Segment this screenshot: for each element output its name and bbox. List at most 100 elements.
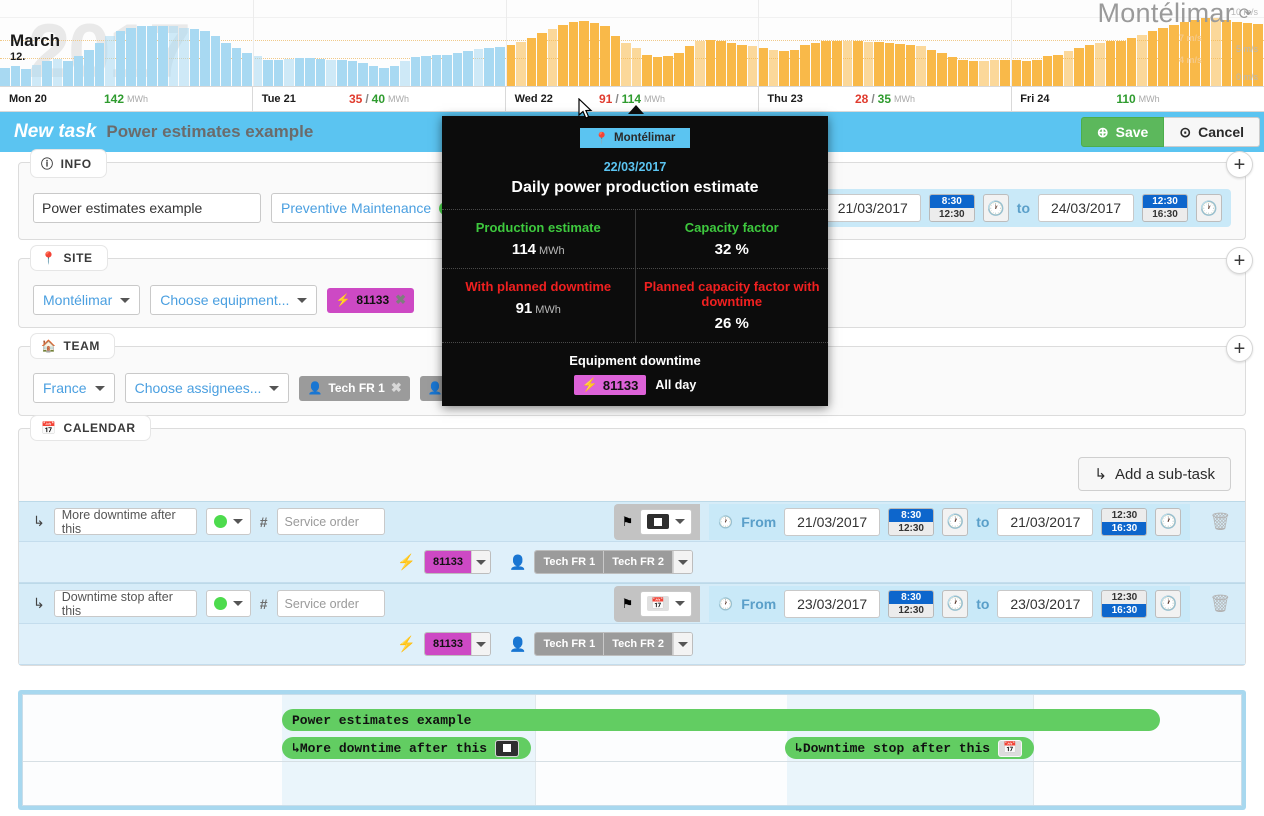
chart-bar[interactable]: [853, 41, 863, 86]
subtask-date-to[interactable]: 21/03/2017: [997, 507, 1094, 536]
chart-bar[interactable]: [1211, 18, 1221, 86]
chart-bar[interactable]: [52, 58, 63, 86]
chart-bar[interactable]: [926, 49, 937, 86]
subtask-time-to-top[interactable]: 12:30: [1102, 508, 1147, 522]
chart-bar[interactable]: [463, 51, 473, 86]
chart-bar[interactable]: [516, 42, 526, 86]
chart-bar[interactable]: [1074, 47, 1084, 86]
chart-bar[interactable]: [73, 56, 84, 86]
subtask-time-to-top[interactable]: 12:30: [1102, 590, 1147, 604]
chart-bar[interactable]: [821, 41, 831, 86]
subtask-time-from-bottom[interactable]: 12:30: [889, 521, 934, 535]
subtask-assignee-select[interactable]: Tech FR 1 Tech FR 2: [534, 550, 693, 574]
clock-icon-to[interactable]: 🕐: [1196, 194, 1222, 222]
chart-bar[interactable]: [1147, 31, 1158, 86]
subtask-time-from-top[interactable]: 8:30: [889, 508, 934, 522]
site-select[interactable]: Montélimar: [33, 285, 141, 315]
chart-bar[interactable]: [1053, 54, 1063, 86]
subtask-time-to-bottom[interactable]: 16:30: [1102, 603, 1147, 617]
task-name-input[interactable]: Power estimates example: [33, 193, 261, 223]
chart-bar[interactable]: [305, 57, 315, 86]
chart-bar[interactable]: [242, 52, 252, 86]
service-order-input[interactable]: Service order: [276, 508, 385, 535]
chart-bar[interactable]: [31, 64, 42, 86]
chart-bar[interactable]: [842, 40, 853, 86]
chart-bar[interactable]: [84, 49, 94, 86]
chart-bar[interactable]: [1200, 18, 1211, 86]
chart-bar[interactable]: [652, 57, 663, 86]
site-add-button[interactable]: +: [1226, 247, 1253, 274]
chart-bar[interactable]: [484, 47, 494, 86]
chart-bar[interactable]: [263, 59, 273, 86]
chart-bar[interactable]: [368, 66, 379, 86]
clock-icon-from[interactable]: 🕐: [982, 194, 1009, 222]
time-to-stepper[interactable]: 12:30 16:30: [1142, 194, 1188, 222]
delete-subtask-icon[interactable]: 🗑: [1209, 511, 1231, 531]
subtask-date-from[interactable]: 23/03/2017: [784, 589, 881, 618]
date-from-input[interactable]: 21/03/2017: [824, 194, 921, 222]
country-select[interactable]: France: [33, 373, 115, 403]
info-add-button[interactable]: +: [1226, 151, 1253, 178]
chart-bar[interactable]: [421, 56, 431, 86]
subtask-name-input[interactable]: Downtime stop after this: [53, 590, 197, 618]
chart-bar[interactable]: [589, 23, 600, 86]
chart-bar[interactable]: [747, 46, 758, 86]
chart-bar[interactable]: [221, 43, 231, 86]
subtask-equipment-select[interactable]: 81133: [424, 632, 492, 656]
subtask-color-select[interactable]: [205, 590, 251, 617]
chart-bar[interactable]: [1232, 21, 1242, 86]
chart-bar[interactable]: [442, 54, 452, 86]
chart-bar[interactable]: [663, 56, 673, 86]
subtask-date-from[interactable]: 21/03/2017: [784, 507, 881, 536]
chart-bar[interactable]: [568, 21, 579, 86]
date-to-input[interactable]: 24/03/2017: [1038, 194, 1134, 222]
subtask-color-select[interactable]: [205, 508, 251, 535]
clock-icon-to[interactable]: 🕐: [1155, 507, 1182, 536]
chart-bar[interactable]: [1190, 19, 1200, 86]
chart-bar[interactable]: [315, 58, 326, 86]
subtask-time-from[interactable]: 8:30 12:30: [888, 589, 935, 618]
time-from-stepper[interactable]: 8:30 12:30: [928, 194, 975, 222]
chart-bar[interactable]: [863, 42, 874, 86]
chart-bar[interactable]: [1105, 41, 1116, 86]
time-from-bottom[interactable]: 12:30: [929, 208, 974, 221]
chart-bar[interactable]: [410, 57, 421, 86]
chart-bar[interactable]: [358, 62, 368, 86]
chart-bar[interactable]: [63, 61, 73, 86]
chart-bar[interactable]: [494, 47, 505, 86]
chart-bar[interactable]: [273, 60, 284, 86]
chart-bar[interactable]: [737, 44, 747, 86]
chart-bar[interactable]: [621, 43, 631, 86]
chart-bar[interactable]: [1095, 43, 1105, 86]
chart-bar[interactable]: [558, 24, 568, 86]
chart-bar[interactable]: [1042, 56, 1053, 86]
chart-bar[interactable]: [726, 43, 737, 86]
chart-bar[interactable]: [94, 43, 105, 86]
chart-bar[interactable]: [431, 55, 442, 86]
add-sub-task-button[interactable]: ↳ Add a sub-task: [1078, 457, 1231, 491]
chart-bar[interactable]: [210, 36, 221, 86]
chart-bar[interactable]: [937, 52, 947, 86]
chart-bar[interactable]: [947, 57, 958, 86]
time-from-top[interactable]: 8:30: [929, 195, 974, 208]
chart-bar[interactable]: [231, 47, 242, 86]
chart-bar[interactable]: [642, 54, 652, 86]
chart-bar[interactable]: [1179, 21, 1190, 86]
chart-bar[interactable]: [136, 26, 147, 86]
gantt-bar[interactable]: ↳Downtime stop after this 📅: [785, 737, 1034, 759]
chart-bar[interactable]: [157, 25, 168, 86]
chart-bar[interactable]: [631, 47, 642, 86]
time-to-bottom[interactable]: 16:30: [1143, 208, 1187, 221]
chart-bar[interactable]: [379, 67, 389, 86]
chart-bar[interactable]: [884, 43, 895, 86]
subtask-icon-select[interactable]: 📅: [640, 590, 693, 617]
chart-bar[interactable]: [284, 58, 294, 86]
chart-bar[interactable]: [21, 68, 31, 86]
delete-subtask-icon[interactable]: 🗑: [1209, 593, 1231, 613]
chart-bar[interactable]: [337, 60, 347, 86]
chart-bar[interactable]: [1126, 38, 1137, 86]
chart-bar[interactable]: [831, 40, 842, 86]
chart-bar[interactable]: [1032, 59, 1042, 86]
chart-bar[interactable]: [705, 39, 716, 86]
chart-bar[interactable]: [147, 25, 157, 86]
